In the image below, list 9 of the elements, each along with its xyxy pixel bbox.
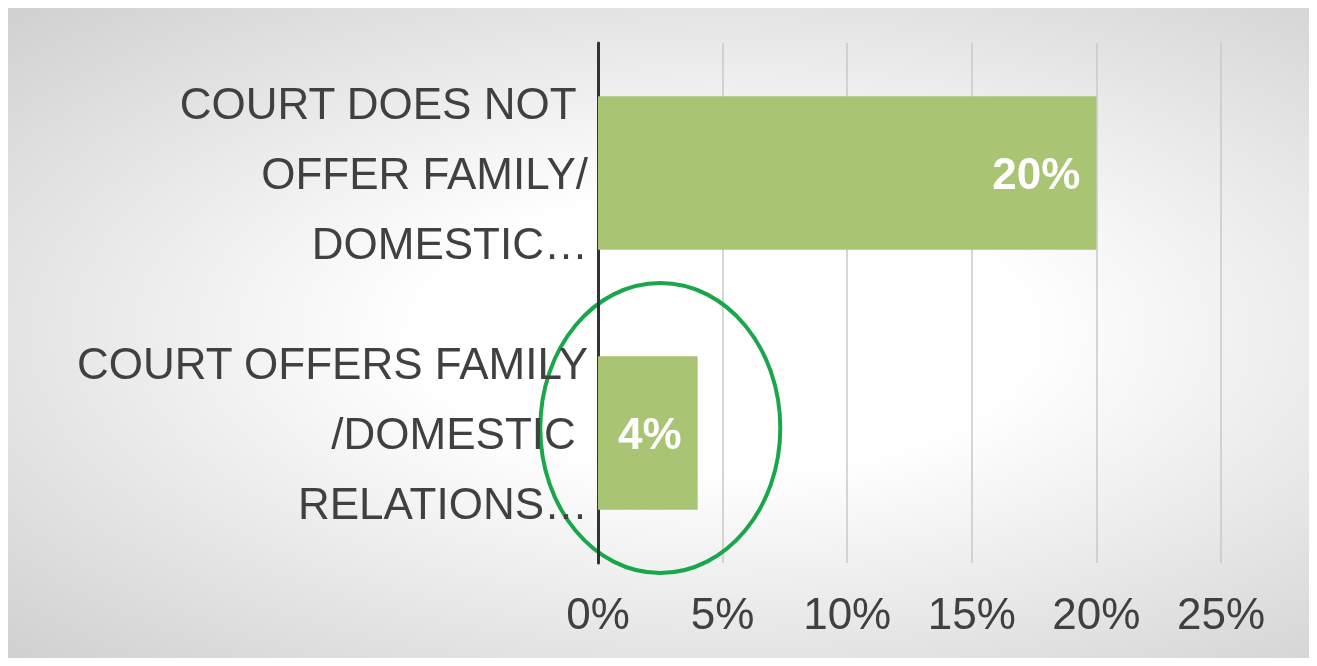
data-label: 4% xyxy=(618,408,682,458)
y-tick-label: COURT DOES NOT OFFER FAMILY/DOMESTIC… xyxy=(179,78,589,268)
data-label: 20% xyxy=(992,148,1081,198)
x-tick-label: 25% xyxy=(1176,588,1266,638)
x-tick-label: 15% xyxy=(927,588,1016,638)
x-tick-label: 0% xyxy=(566,588,630,638)
x-tick-label: 5% xyxy=(690,588,755,638)
x-tick-label: 20% xyxy=(1052,588,1141,638)
x-tick-label: 10% xyxy=(803,588,892,638)
